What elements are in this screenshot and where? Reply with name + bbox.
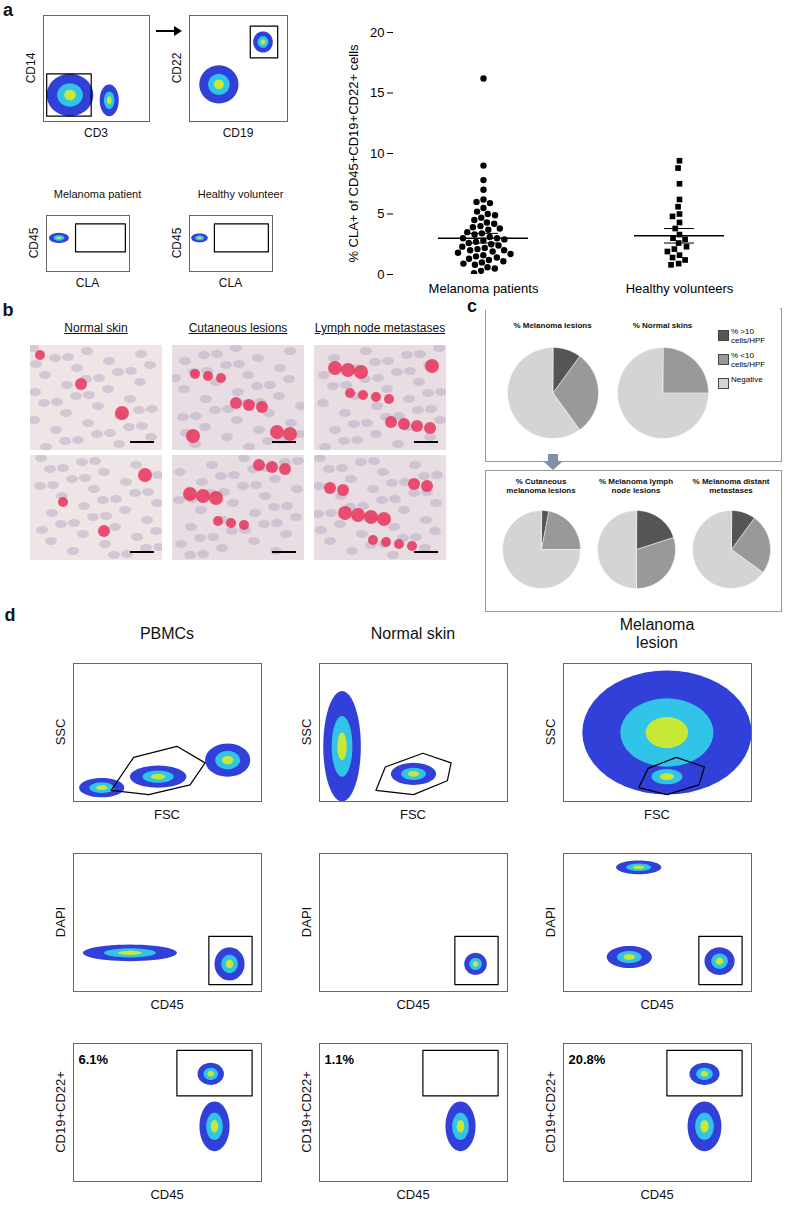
html-text:Lymph node metastases: Lymph node metastases: [314, 321, 446, 335]
html-text:Normal skin: Normal skin: [64, 321, 128, 335]
html-text:CD19+CD22+: CD19+CD22+: [52, 1071, 68, 1153]
svg-text:0: 0: [377, 267, 384, 282]
svg-text:Healthy volunteers: Healthy volunteers: [626, 281, 734, 296]
html-text:FSC: FSC: [400, 806, 426, 822]
html-text:Cutaneous lesions: Cutaneous lesions: [188, 321, 288, 335]
html-text:SSC: SSC: [52, 718, 68, 746]
html-text:CD14: CD14: [24, 52, 39, 84]
html-text:Healthy volunteer: Healthy volunteer: [197, 188, 284, 200]
html-text:SSC: SSC: [298, 718, 314, 746]
html-text:CD45: CD45: [150, 996, 184, 1012]
html-text:Melanoma lesion: Melanoma lesion: [619, 616, 695, 651]
html-text:% Melanoma lesions: % Melanoma lesions: [513, 320, 592, 330]
html-text:DAPI: DAPI: [298, 906, 314, 938]
html-text:a: a: [3, 0, 13, 20]
html-text:CD45: CD45: [396, 1186, 430, 1202]
html-text:CD19+CD22+: CD19+CD22+: [542, 1071, 558, 1153]
html-text:Melanoma patient: Melanoma patient: [53, 188, 142, 200]
html-text:CD19+CD22+: CD19+CD22+: [298, 1071, 314, 1153]
svg-text:20.8%: 20.8%: [569, 1052, 606, 1067]
html-text:c: c: [467, 295, 477, 316]
html-text:CLA: CLA: [75, 275, 100, 290]
html-text:CD45: CD45: [27, 227, 42, 259]
html-text:b: b: [2, 299, 14, 320]
html-text:CD45: CD45: [640, 996, 674, 1012]
html-text:CD45: CD45: [170, 227, 185, 259]
svg-text:10: 10: [370, 146, 384, 161]
html-text:CD45: CD45: [396, 996, 430, 1012]
svg-text:20: 20: [370, 25, 384, 40]
html-text:FSC: FSC: [154, 806, 180, 822]
html-text:CD45: CD45: [640, 1186, 674, 1202]
html-text:CLA: CLA: [218, 275, 243, 290]
html-text:DAPI: DAPI: [52, 906, 68, 938]
html-text:Normal skin: Normal skin: [370, 625, 456, 642]
html-text:% Normal skins: % Normal skins: [632, 320, 693, 330]
html-text:% <10 cells/HPF: % <10 cells/HPF: [731, 351, 766, 369]
html-text:% Cutaneous melanoma lesions: % Cutaneous melanoma lesions: [506, 477, 576, 495]
html-text:d: d: [4, 604, 16, 625]
html-text:CD3: CD3: [84, 125, 108, 140]
html-text:% Melanoma lymph node lesions: % Melanoma lymph node lesions: [598, 477, 674, 495]
html-text:FSC: FSC: [644, 806, 670, 822]
html-text:% >10 cells/HPF: % >10 cells/HPF: [731, 327, 766, 345]
svg-text:% CLA+ of CD45+CD19+CD22+ cell: % CLA+ of CD45+CD19+CD22+ cells: [346, 44, 361, 263]
svg-text:1.1%: 1.1%: [325, 1052, 355, 1067]
html-text:CD19: CD19: [222, 125, 254, 140]
svg-text:6.1%: 6.1%: [79, 1052, 109, 1067]
svg-text:5: 5: [377, 206, 384, 221]
html-text:DAPI: DAPI: [542, 906, 558, 938]
html-text:SSC: SSC: [542, 718, 558, 746]
svg-text:15: 15: [370, 85, 384, 100]
html-text:Negative: Negative: [731, 375, 763, 384]
html-text:PBMCs: PBMCs: [139, 625, 195, 642]
html-text:CD22: CD22: [170, 52, 185, 84]
html-text:CD45: CD45: [150, 1186, 184, 1202]
html-text:% Melanoma distant metastases: % Melanoma distant metastases: [692, 477, 770, 495]
svg-text:Melanoma patients: Melanoma patients: [429, 281, 539, 296]
